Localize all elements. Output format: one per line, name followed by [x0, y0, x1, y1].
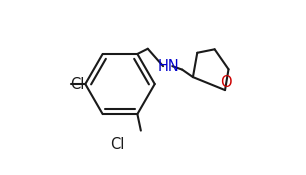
- Text: HN: HN: [158, 59, 180, 74]
- Text: Cl: Cl: [70, 76, 84, 92]
- Text: O: O: [220, 75, 231, 90]
- Text: Cl: Cl: [110, 137, 125, 152]
